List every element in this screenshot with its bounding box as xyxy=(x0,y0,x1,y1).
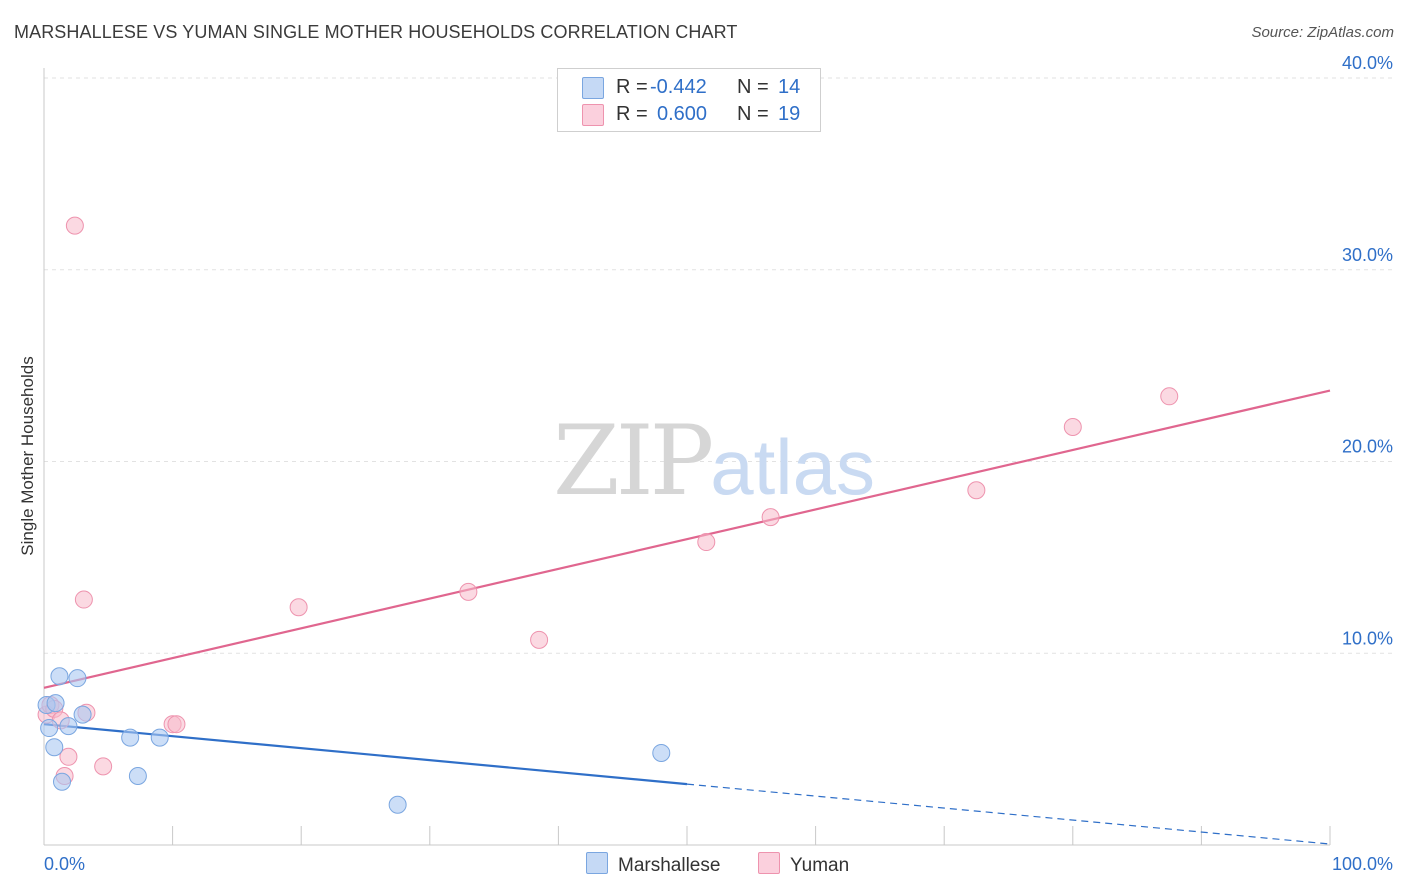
marshallese-point xyxy=(40,719,59,738)
marshallese-swatch xyxy=(582,76,604,99)
y-tick-label: 20.0% xyxy=(1342,437,1393,457)
marshallese-legend-swatch xyxy=(586,852,608,874)
marshallese-point xyxy=(50,667,69,686)
marshallese-point xyxy=(150,728,169,747)
legend-row-yuman: R = 0.600 N = 19 xyxy=(582,103,800,126)
yuman-point xyxy=(530,630,549,649)
marshallese-point xyxy=(68,669,87,688)
marshallese-point xyxy=(121,728,140,747)
series-legend-marshallese: Marshallese xyxy=(586,852,720,877)
yuman-point xyxy=(94,757,113,776)
correlation-legend: R = -0.442 N = 14 R = 0.600 N = 19 xyxy=(557,68,821,132)
yuman-swatch xyxy=(582,103,604,126)
yuman-point xyxy=(59,747,78,766)
marshallese-point xyxy=(59,717,78,736)
legend-n-value: 19 xyxy=(778,103,801,125)
x-tick-label: 100.0% xyxy=(1332,854,1393,874)
source-credit: Source: ZipAtlas.com xyxy=(1251,24,1394,41)
legend-r-label: R = xyxy=(616,76,648,98)
tick-labels: 10.0% 20.0% 30.0% 40.0% 0.0% 100.0% xyxy=(44,53,1393,874)
y-axis-label: Single Mother Households xyxy=(18,356,37,556)
marshallese-trend-extension xyxy=(686,783,1331,845)
watermark: ZIPatlas xyxy=(553,405,875,517)
yuman-point xyxy=(459,582,478,601)
chart-title: MARSHALLESE VS YUMAN SINGLE MOTHER HOUSE… xyxy=(14,22,738,42)
legend-n-label: N = xyxy=(737,76,769,98)
legend-r-value: -0.442 xyxy=(650,76,707,98)
marshallese-point xyxy=(45,738,64,757)
trend-lines xyxy=(43,389,1331,845)
marshallese-point xyxy=(388,795,407,814)
yuman-point xyxy=(74,590,93,609)
legend-n-label: N = xyxy=(737,103,769,125)
yuman-point xyxy=(761,508,780,527)
legend-r-label: R = xyxy=(616,103,648,125)
series-name-marshallese: Marshallese xyxy=(618,855,721,876)
series-legend-yuman: Yuman xyxy=(758,852,849,877)
yuman-trend-line xyxy=(43,389,1331,689)
yuman-point xyxy=(65,216,84,235)
data-points xyxy=(37,216,1179,814)
marshallese-point xyxy=(53,772,72,791)
y-tick-label: 10.0% xyxy=(1342,628,1393,648)
marshallese-point xyxy=(46,694,65,713)
yuman-point xyxy=(289,598,308,617)
yuman-point xyxy=(697,533,716,552)
marshallese-trend-line xyxy=(43,723,688,786)
y-tick-label: 30.0% xyxy=(1342,245,1393,265)
legend-n-value: 14 xyxy=(778,76,801,98)
yuman-point xyxy=(1160,387,1179,406)
marshallese-point xyxy=(652,743,671,762)
y-tick-label: 40.0% xyxy=(1342,53,1393,73)
yuman-legend-swatch xyxy=(758,852,780,874)
marshallese-point xyxy=(73,705,92,724)
grid-lines xyxy=(44,77,1392,654)
x-tick-label: 0.0% xyxy=(44,854,85,874)
series-name-yuman: Yuman xyxy=(790,855,850,876)
yuman-point xyxy=(1063,417,1082,436)
watermark-zip: ZIP xyxy=(553,405,714,517)
watermark-atlas: atlas xyxy=(710,423,875,511)
yuman-point xyxy=(967,481,986,500)
yuman-point xyxy=(167,715,186,734)
legend-r-value: 0.600 xyxy=(657,103,708,125)
legend-row-marshallese: R = -0.442 N = 14 xyxy=(582,76,800,99)
marshallese-point xyxy=(128,766,147,785)
